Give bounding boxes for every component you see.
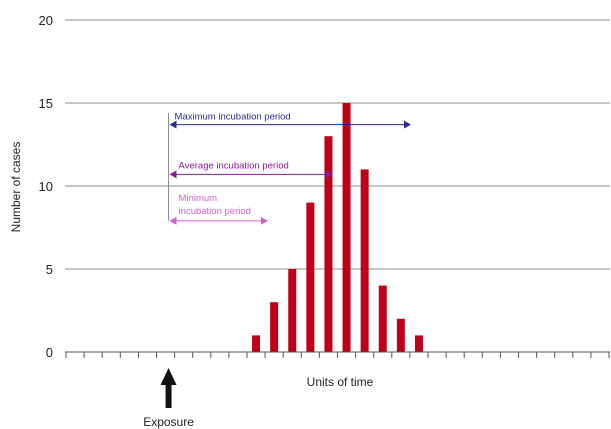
y-tick-label-0: 0 <box>46 345 53 360</box>
bar-19 <box>396 318 405 352</box>
gridlines <box>65 19 610 270</box>
maximum-incubation-label: Maximum incubation period <box>175 112 291 123</box>
bar-14 <box>306 202 315 352</box>
bar-12 <box>270 302 279 352</box>
minimum-incubation-label-line2: incubation period <box>179 206 251 217</box>
y-tick-label-10: 10 <box>39 179 53 194</box>
bar-20 <box>414 335 423 352</box>
bar-18 <box>378 285 387 352</box>
y-tick-labels: 0 5 10 15 20 <box>39 13 53 360</box>
bar-16 <box>342 103 351 352</box>
x-axis-title: Units of time <box>307 375 374 389</box>
bar-15 <box>324 136 333 352</box>
bar-11 <box>252 335 261 352</box>
x-tick-marks <box>65 352 610 358</box>
y-tick-label-5: 5 <box>46 262 53 277</box>
y-axis-title: Number of cases <box>9 142 23 233</box>
bars <box>252 103 423 352</box>
exposure-label: Exposure <box>143 415 194 429</box>
y-tick-label-20: 20 <box>39 13 53 28</box>
average-incubation-label: Average incubation period <box>179 160 289 171</box>
bar-17 <box>360 169 369 352</box>
bar-13 <box>288 269 297 352</box>
y-tick-label-15: 15 <box>39 96 53 111</box>
minimum-incubation-label-line1: Minimum <box>179 193 218 204</box>
exposure-arrow-icon <box>160 368 177 408</box>
exposure-arrow-shape <box>160 368 177 408</box>
